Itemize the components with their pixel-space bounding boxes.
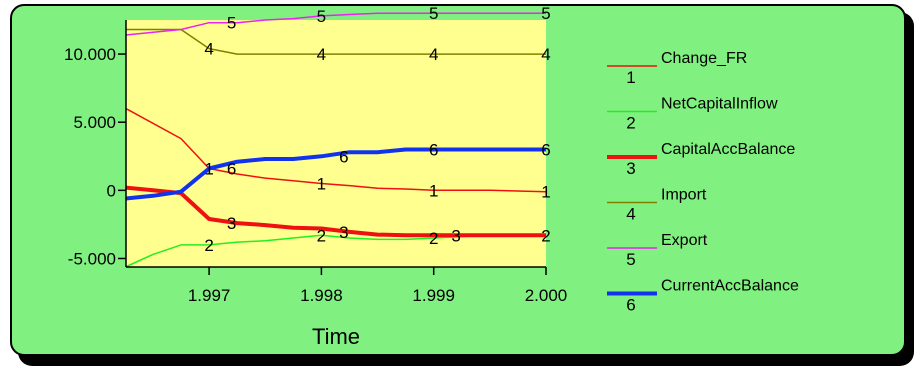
legend-entry: 4 Import xyxy=(607,187,707,224)
legend-label: NetCapitalInflow xyxy=(661,96,778,113)
series-marker-2: 2 xyxy=(204,236,213,255)
plot-area xyxy=(126,20,546,267)
series-marker-3: 3 xyxy=(339,223,348,242)
series-marker-5: 5 xyxy=(317,7,326,26)
legend-entry: 1 Change_FR xyxy=(607,50,747,87)
series-marker-4: 4 xyxy=(317,45,326,64)
series-marker-6: 6 xyxy=(429,140,438,159)
series-layer: 11 1 122 2 23 3 34 4 4 45 5 5 566 6 6 xyxy=(125,4,551,268)
series-line-3 xyxy=(125,185,546,238)
legend-marker: 5 xyxy=(626,250,635,269)
x-tick-label: 2.000 xyxy=(525,286,568,305)
series-marker-4: 4 xyxy=(429,45,438,64)
legend-marker: 1 xyxy=(626,68,635,87)
x-axis-title: Time xyxy=(312,324,360,349)
legend-entry: 3 CapitalAccBalance xyxy=(607,141,795,178)
series-line-5 xyxy=(125,12,546,36)
legend-marker: 6 xyxy=(626,296,635,315)
series-line-4 xyxy=(126,28,546,55)
x-tick-label: 1.998 xyxy=(300,286,343,305)
legend-label: Change_FR xyxy=(661,50,747,67)
series-marker-1: 1 xyxy=(429,181,438,200)
series-marker-5: 5 xyxy=(429,4,438,23)
y-tick-label: 10.000 xyxy=(64,45,116,64)
y-tick-label: 5.000 xyxy=(73,113,116,132)
legend: 1 Change_FR 2 NetCapitalInflow 3 CapitalAccBa… xyxy=(607,50,799,315)
axes: 10.000 5.000 0 -5.000 1.997 1.998 1.999 2.000 xyxy=(64,20,567,305)
y-tick-label: 0 xyxy=(107,181,116,200)
y-tick-label: -5.000 xyxy=(68,249,116,268)
legend-entry: 5 Export xyxy=(607,232,708,269)
series-marker-5: 5 xyxy=(541,4,550,23)
legend-label: Import xyxy=(661,187,707,204)
series-line-2 xyxy=(125,234,546,268)
series-marker-4: 4 xyxy=(541,45,550,64)
series-marker-3: 3 xyxy=(451,226,460,245)
legend-entry: 2 NetCapitalInflow xyxy=(607,96,778,133)
series-marker-1: 1 xyxy=(541,183,550,202)
legend-label: CurrentAccBalance xyxy=(661,278,799,295)
series-marker-6: 6 xyxy=(541,140,550,159)
legend-entry: 6 CurrentAccBalance xyxy=(607,278,799,315)
series-marker-2: 2 xyxy=(541,226,550,245)
series-marker-1: 1 xyxy=(204,160,213,179)
series-marker-6: 6 xyxy=(339,147,348,166)
x-tick-label: 1.999 xyxy=(412,286,455,305)
legend-label: CapitalAccBalance xyxy=(661,141,795,158)
series-marker-2: 2 xyxy=(317,226,326,245)
legend-label: Export xyxy=(661,232,708,249)
series-marker-6: 6 xyxy=(227,160,236,179)
series-marker-4: 4 xyxy=(204,40,213,59)
series-line-6 xyxy=(125,147,546,201)
x-tick-label: 1.997 xyxy=(188,286,231,305)
series-marker-5: 5 xyxy=(227,14,236,33)
legend-marker: 4 xyxy=(626,205,635,224)
legend-marker: 3 xyxy=(626,159,635,178)
series-marker-1: 1 xyxy=(317,175,326,194)
legend-marker: 2 xyxy=(626,114,635,133)
series-marker-3: 3 xyxy=(227,214,236,233)
series-marker-2: 2 xyxy=(429,229,438,248)
